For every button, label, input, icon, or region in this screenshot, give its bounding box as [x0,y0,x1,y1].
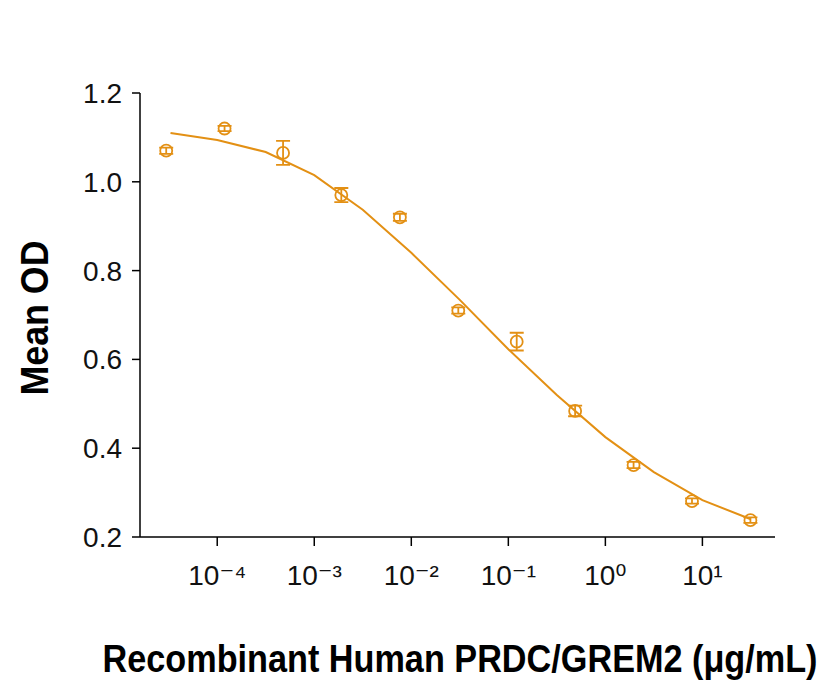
data-point [160,145,172,157]
y-tick-label: 0.8 [83,256,122,287]
y-tick-label: 0.4 [83,433,122,464]
data-point [394,211,406,223]
x-tick-label: 10⁻² [384,560,439,591]
x-tick-label: 10⁻³ [287,560,342,591]
x-tick-label: 10⁻¹ [481,560,536,591]
y-tick [132,92,140,94]
y-tick-label: 0.2 [83,522,122,553]
y-tick [132,447,140,449]
y-tick-label: 1.0 [83,167,122,198]
fit-curve [171,133,751,519]
x-tick-label: 10¹ [682,560,722,591]
y-tick [132,536,140,538]
plot-area [159,123,757,527]
data-point [219,123,231,135]
x-tick [508,537,510,546]
x-tick [605,537,607,546]
chart: 0.2 0.4 0.6 0.8 1.0 1.2 10⁻⁴ 10⁻³ 10⁻² 10⁻¹ 10⁰ 10¹… [0,0,823,690]
x-tick [411,537,413,546]
x-axis [140,536,775,538]
y-tick-label: 0.6 [83,344,122,375]
data-point [511,336,523,348]
y-tick [132,359,140,361]
y-axis-label: Mean OD [14,241,56,396]
x-tick [314,537,316,546]
y-tick [132,270,140,272]
x-tick [702,537,704,546]
x-tick [216,537,218,546]
y-tick-label: 1.2 [83,78,122,109]
x-tick-label: 10⁰ [584,560,626,591]
y-axis [139,93,141,537]
y-tick [132,181,140,183]
data-point [452,305,464,317]
data-point [277,147,289,159]
error-bar [510,333,524,351]
x-tick-label: 10⁻⁴ [188,560,246,591]
x-axis-label: Recombinant Human PRDC/GREM2 (μg/mL) [103,638,818,680]
